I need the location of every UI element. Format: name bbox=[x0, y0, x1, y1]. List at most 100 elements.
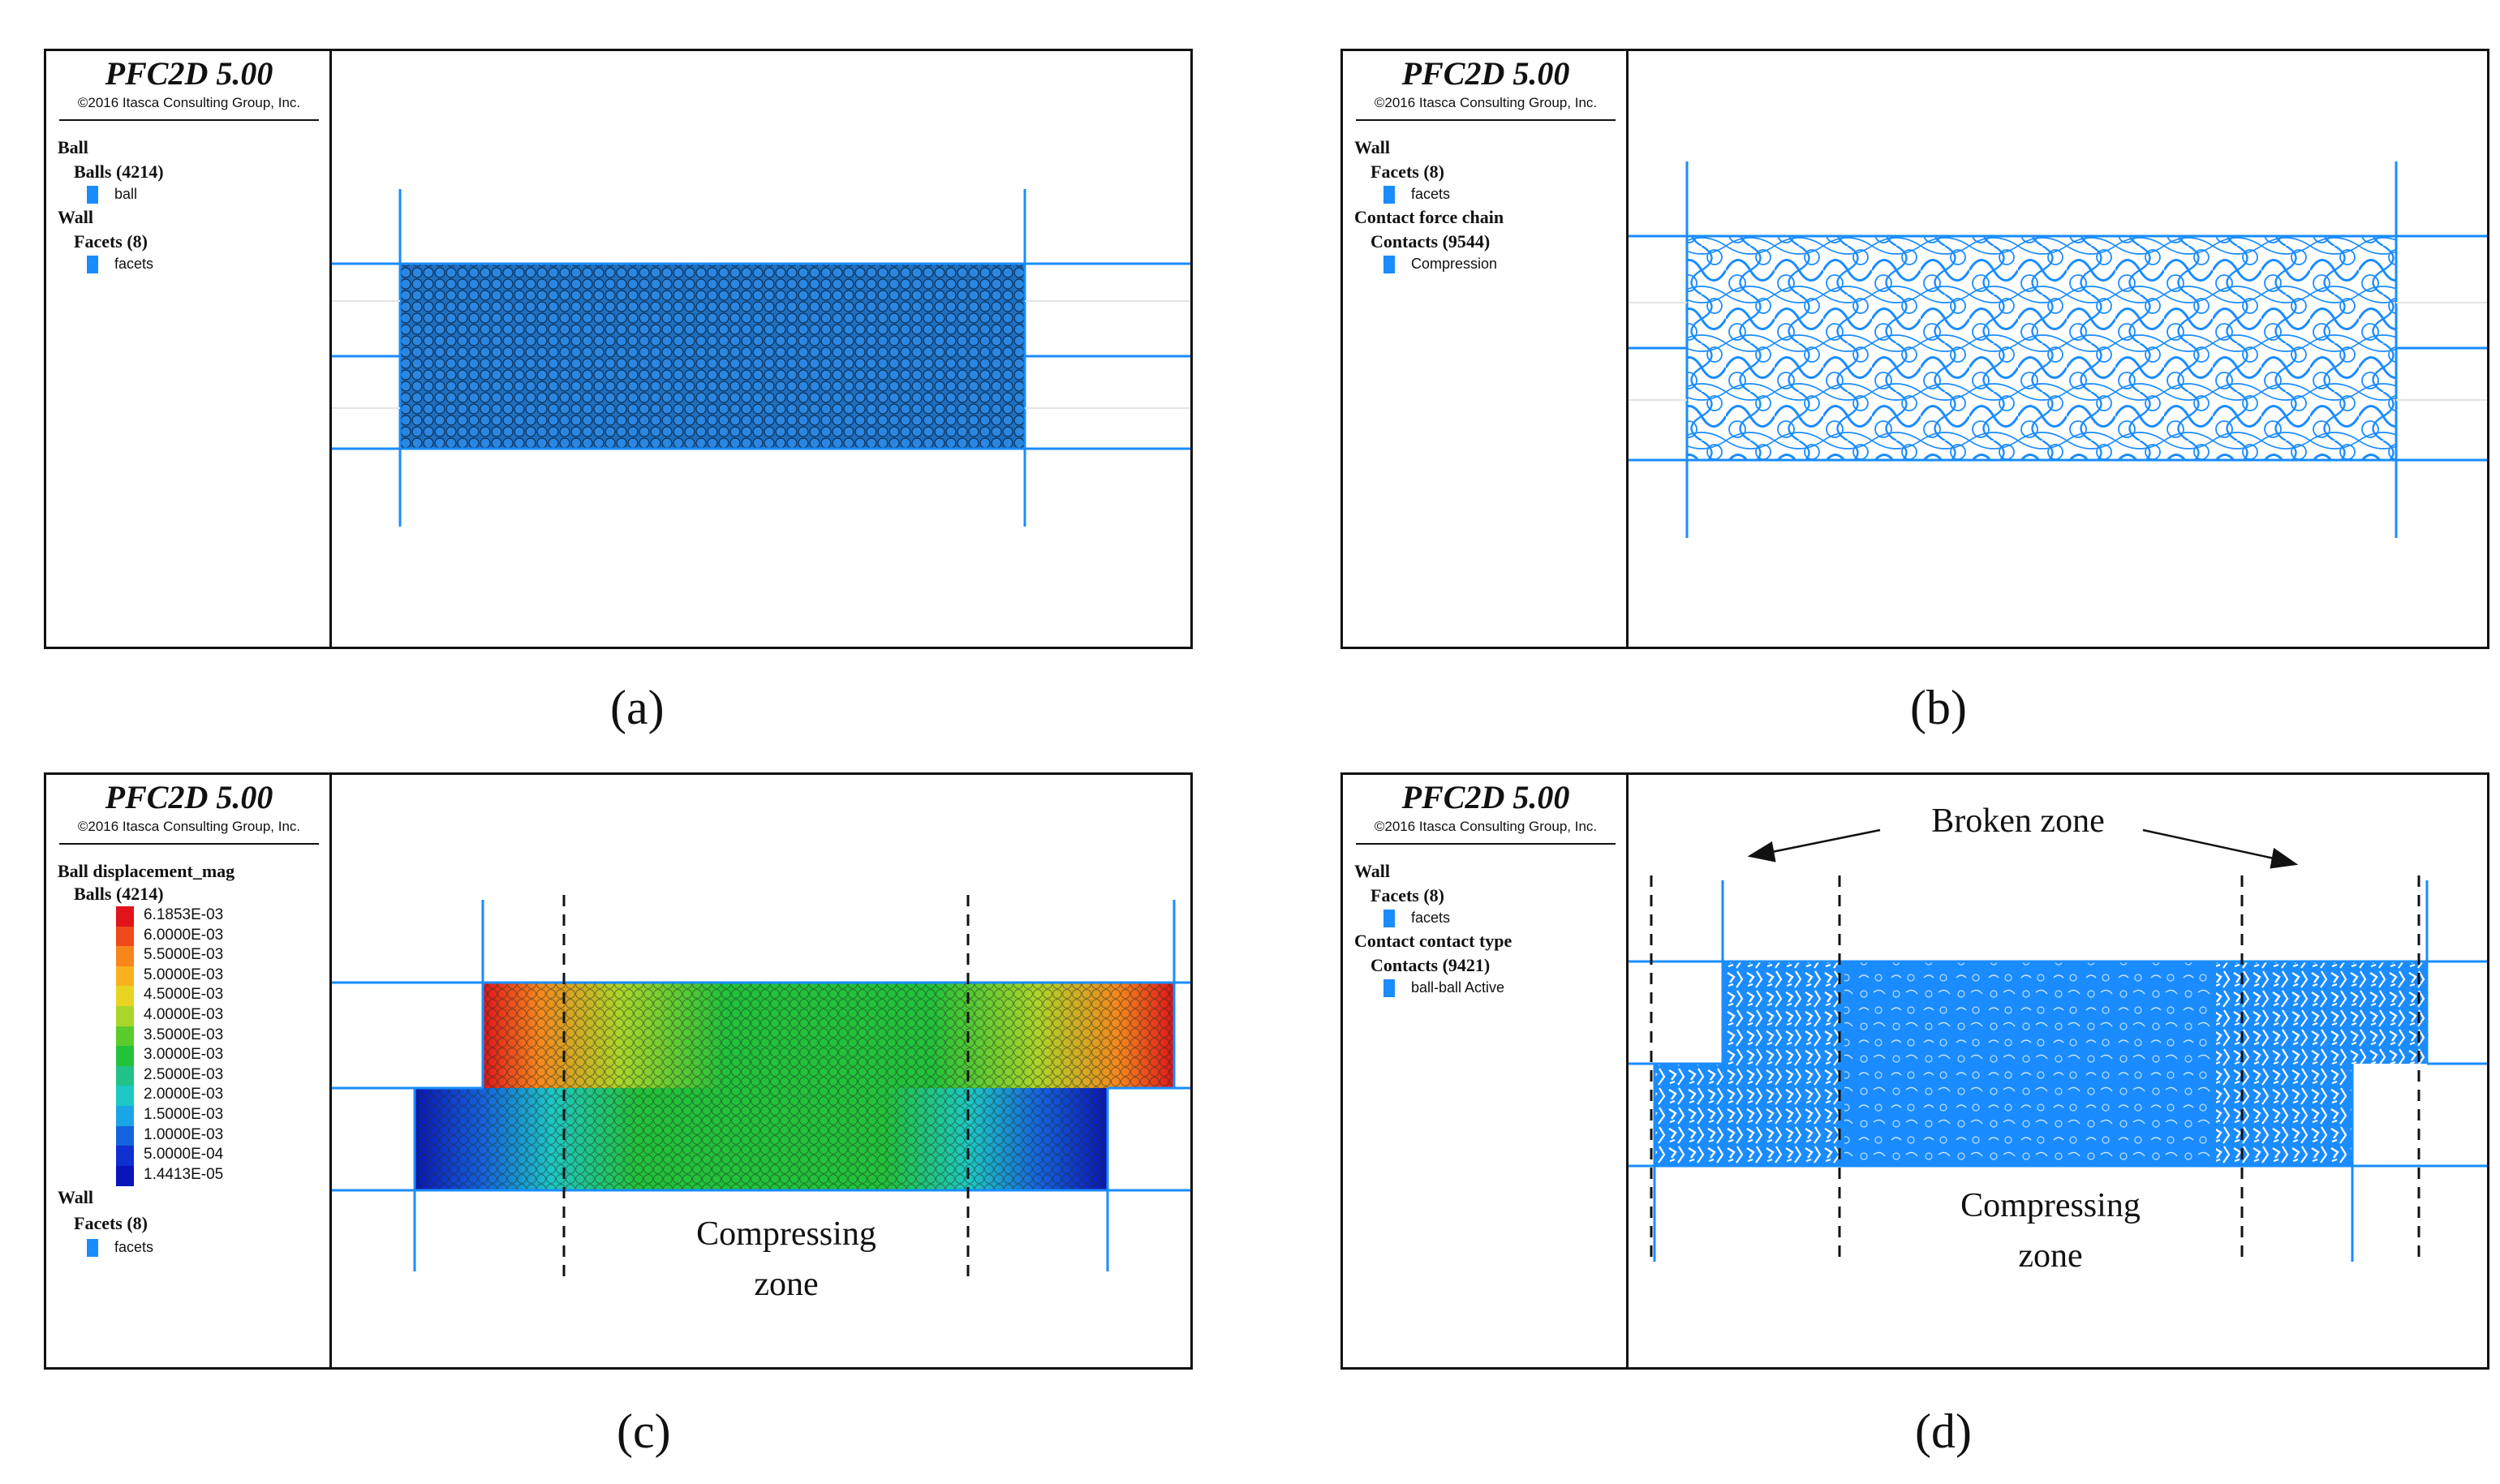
legend-heading: Wall bbox=[1354, 137, 1391, 157]
wall-facets bbox=[1629, 880, 2487, 1262]
legend-item: facets bbox=[114, 1239, 154, 1255]
annotation-line: zone bbox=[2018, 1237, 2083, 1275]
panel-d: PFC2D 5.00 ©2016 Itasca Consulting Group… bbox=[1340, 772, 2489, 1370]
wall-facets bbox=[1629, 161, 2487, 538]
scale-label: 3.5000E-03 bbox=[144, 1026, 224, 1043]
panel-a-model-svg bbox=[332, 189, 1190, 527]
legend-group: Facets (8) bbox=[1370, 161, 1445, 182]
specimen-block bbox=[398, 262, 1026, 450]
legend-swatch bbox=[87, 256, 98, 273]
caption-d: (d) bbox=[1915, 1404, 1972, 1458]
annotation-line: Compressing bbox=[696, 1215, 876, 1253]
compressing-zone-bounds bbox=[562, 895, 970, 1278]
scale-swatch bbox=[116, 1065, 134, 1087]
legend-heading: Contact contact type bbox=[1354, 931, 1512, 951]
scale-swatch bbox=[116, 1106, 134, 1127]
legend-item: ball-ball Active bbox=[1411, 979, 1505, 996]
scale-label: 4.5000E-03 bbox=[144, 986, 224, 1004]
legend-item: ball bbox=[114, 186, 138, 202]
panel-a-copyright: ©2016 Itasca Consulting Group, Inc. bbox=[77, 95, 301, 110]
legend-group: Contacts (9421) bbox=[1370, 955, 1491, 975]
panel-a-legend: PFC2D 5.00 ©2016 Itasca Consulting Group… bbox=[46, 51, 332, 647]
scale-label: 5.0000E-03 bbox=[144, 966, 224, 983]
zone-bounds bbox=[1650, 875, 2420, 1262]
annotation-line: Compressing bbox=[1960, 1187, 2141, 1224]
panel-b: PFC2D 5.00 ©2016 Itasca Consulting Group… bbox=[1340, 49, 2489, 649]
scale-swatch bbox=[116, 946, 134, 967]
scale-swatch bbox=[116, 986, 134, 1007]
panel-d-model-svg bbox=[1629, 828, 2487, 1262]
legend-swatch bbox=[1383, 910, 1395, 927]
legend-heading: Wall bbox=[58, 1187, 94, 1207]
legend-item: Compression bbox=[1411, 256, 1498, 272]
legend-group: Facets (8) bbox=[1370, 885, 1445, 905]
contact-network bbox=[1654, 961, 2427, 1166]
scale-label: 6.0000E-03 bbox=[144, 926, 224, 944]
legend-swatch bbox=[87, 186, 98, 204]
panel-c-copyright: ©2016 Itasca Consulting Group, Inc. bbox=[77, 819, 301, 834]
panel-b-title: PFC2D 5.00 bbox=[1401, 55, 1570, 92]
scale-label: 3.0000E-03 bbox=[144, 1046, 224, 1064]
panel-d-copyright: ©2016 Itasca Consulting Group, Inc. bbox=[1374, 819, 1598, 834]
panel-c-legend: PFC2D 5.00 ©2016 Itasca Consulting Group… bbox=[46, 775, 332, 1367]
panel-b-model-svg bbox=[1629, 161, 2487, 538]
broken-zone-label: Broken zone bbox=[1931, 802, 2105, 840]
scale-label: 1.0000E-03 bbox=[144, 1125, 224, 1143]
wall-facets bbox=[332, 900, 1190, 1271]
legend-group: Facets (8) bbox=[74, 1213, 148, 1233]
panel-a-plot bbox=[332, 51, 1190, 647]
legend-heading: Ball bbox=[58, 137, 88, 157]
legend-heading: Wall bbox=[1354, 861, 1391, 881]
scale-label: 4.0000E-03 bbox=[144, 1006, 224, 1023]
displacement-color-scale: 6.1853E-03 6.0000E-03 5.5000E-03 5.0000E-03… bbox=[95, 906, 322, 1190]
scale-label: 6.1853E-03 bbox=[144, 906, 224, 923]
annotation-line: zone bbox=[754, 1266, 819, 1303]
caption-a: (a) bbox=[610, 681, 665, 734]
panel-c-model-svg bbox=[332, 895, 1190, 1278]
legend-swatch bbox=[1383, 979, 1395, 997]
legend-swatch bbox=[1383, 186, 1395, 204]
panel-a: PFC2D 5.00 ©2016 Itasca Consulting Group… bbox=[44, 49, 1193, 649]
scale-swatch bbox=[116, 1026, 134, 1047]
panel-d-title: PFC2D 5.00 bbox=[1401, 779, 1570, 815]
legend-group: Balls (4214) bbox=[74, 161, 164, 182]
scale-label: 1.4413E-05 bbox=[144, 1165, 224, 1183]
panel-c: PFC2D 5.00 ©2016 Itasca Consulting Group… bbox=[44, 772, 1193, 1370]
compressing-zone-label: Compressing zone bbox=[1929, 1181, 2172, 1281]
panel-a-rule bbox=[59, 119, 319, 121]
caption-b: (b) bbox=[1910, 681, 1967, 734]
legend-swatch bbox=[87, 1239, 98, 1257]
legend-group: Facets (8) bbox=[74, 231, 148, 252]
scale-swatch bbox=[116, 1086, 134, 1107]
legend-heading: Contact force chain bbox=[1354, 207, 1504, 227]
panel-b-copyright: ©2016 Itasca Consulting Group, Inc. bbox=[1374, 95, 1598, 110]
wall-facets bbox=[332, 189, 1190, 527]
scale-swatch bbox=[116, 1146, 134, 1167]
scale-swatch bbox=[116, 1165, 134, 1187]
legend-heading: Wall bbox=[58, 207, 94, 227]
legend-group: Contacts (9544) bbox=[1370, 231, 1491, 252]
scale-swatch bbox=[116, 906, 134, 927]
caption-c: (c) bbox=[617, 1404, 671, 1458]
panel-c-title: PFC2D 5.00 bbox=[105, 779, 273, 815]
scale-label: 1.5000E-03 bbox=[144, 1106, 224, 1123]
broken-zone-arrows bbox=[1747, 828, 2299, 869]
scale-label: 2.5000E-03 bbox=[144, 1065, 224, 1083]
scale-swatch bbox=[116, 966, 134, 987]
scale-label: 5.0000E-04 bbox=[144, 1146, 224, 1164]
panel-a-title: PFC2D 5.00 bbox=[105, 55, 273, 92]
panel-c-plot: Compressing zone bbox=[332, 775, 1190, 1367]
panel-b-legend: PFC2D 5.00 ©2016 Itasca Consulting Group… bbox=[1343, 51, 1629, 647]
compressing-zone-label: Compressing zone bbox=[665, 1209, 908, 1310]
displacement-field bbox=[415, 983, 1174, 1190]
panel-b-plot bbox=[1629, 51, 2487, 647]
panel-c-rule bbox=[59, 843, 319, 845]
scale-swatch bbox=[116, 1125, 134, 1147]
force-chain-block bbox=[1685, 234, 2398, 462]
scale-label: 2.0000E-03 bbox=[144, 1086, 224, 1103]
legend-item: facets bbox=[1411, 910, 1451, 926]
legend-heading: Ball displacement_mag bbox=[58, 861, 235, 881]
scale-swatch bbox=[116, 1006, 134, 1027]
panel-d-plot: Broken zone Compressing zone bbox=[1629, 775, 2487, 1367]
scale-swatch bbox=[116, 926, 134, 948]
